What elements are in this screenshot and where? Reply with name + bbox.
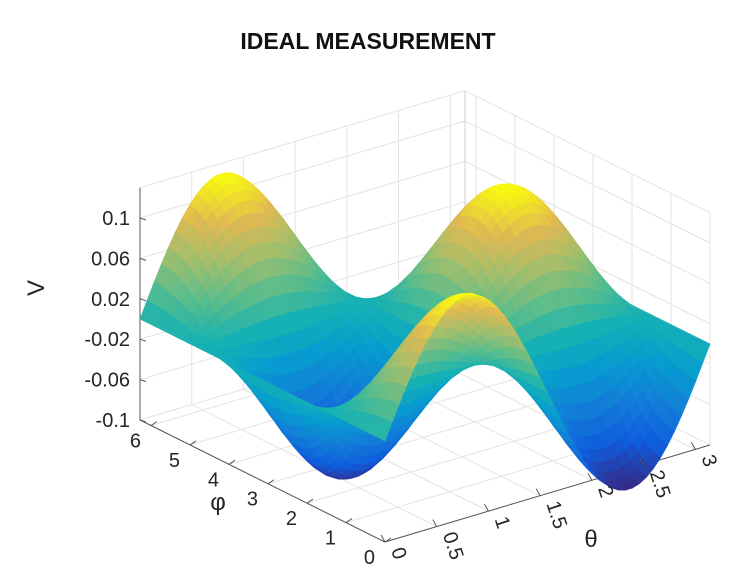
y-tick-mark [384,537,392,543]
y-tick-label: 4 [208,469,219,491]
y-axis-label: φ [210,489,226,516]
z-tick-mark [139,338,147,342]
y-tick-mark [306,498,314,504]
y-tick-mark [267,479,275,485]
x-tick-label: 0 [386,545,410,562]
x-tick-mark [432,519,438,527]
z-tick-label: -0.02 [84,329,130,351]
z-tick-label: -0.06 [84,370,130,392]
x-tick-mark [587,472,593,481]
x-tick-label: 0.5 [438,529,468,562]
x-tick-mark [690,442,696,450]
y-tick-label: 3 [247,489,258,511]
x-tick-mark [380,534,386,543]
z-tick-label: 0.02 [91,289,130,311]
x-tick-label: 1 [490,514,514,531]
x-axis-label: θ [584,526,597,553]
y-tick-label: 6 [130,430,141,452]
box-edge [464,90,711,214]
z-tick-mark [139,298,147,302]
z-tick-mark [139,379,147,383]
x-tick-label: 2 [593,483,617,500]
y-axis-line [139,419,386,543]
z-tick-label: 0.06 [91,248,130,270]
z-tick-label: 0.1 [102,208,130,230]
z-axis-label: V [23,280,50,296]
box-edge [139,90,466,189]
y-tick-label: 5 [169,450,180,472]
chart-title: IDEAL MEASUREMENT [240,28,496,54]
y-tick-label: 0 [364,547,375,569]
y-tick-mark [345,518,353,523]
z-tick-mark [139,257,147,261]
surface [139,172,711,491]
y-tick-mark [189,440,197,446]
x-tick-mark [535,488,541,496]
y-tick-mark [150,421,158,426]
z-tick-mark [139,419,147,423]
y-tick-label: 1 [325,528,336,550]
x-tick-label: 1.5 [541,498,571,531]
y-tick-mark [228,459,236,465]
x-tick-mark [484,503,489,512]
x-tick-label: 2.5 [645,468,675,501]
wall-grid-line [139,120,466,219]
x-tick-mark [639,457,645,466]
surface-patch [379,419,393,442]
z-tick-mark [139,217,147,221]
wall-grid-line [464,160,711,284]
x-tick-label: 3 [697,452,721,469]
z-tick-label: -0.1 [96,410,130,432]
y-tick-label: 2 [286,508,297,530]
wall-grid-line [464,120,711,244]
